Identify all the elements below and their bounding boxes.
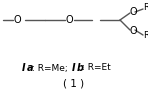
Text: O: O [13,15,21,25]
Text: O: O [130,26,138,36]
Text: I: I [22,63,26,73]
Text: R: R [143,3,148,13]
Text: : R=Me;: : R=Me; [32,64,74,72]
Text: R: R [143,30,148,39]
Text: I: I [72,63,76,73]
Text: a: a [27,63,34,73]
Text: : R=Et: : R=Et [82,64,111,72]
Text: b: b [77,63,84,73]
Text: O: O [65,15,73,25]
Text: O: O [130,7,138,17]
Text: ( 1 ): ( 1 ) [63,78,85,88]
